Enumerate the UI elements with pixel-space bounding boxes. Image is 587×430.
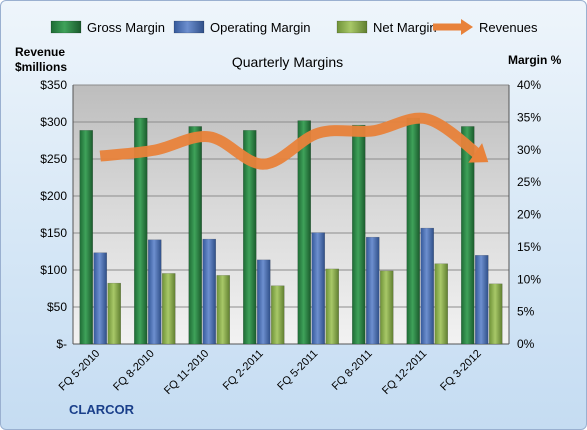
- bar-operating-margin: [475, 255, 489, 345]
- left-axis-title-line1: Revenue: [15, 45, 66, 59]
- left-tick-label: $350: [40, 78, 67, 92]
- chart-title: Quarterly Margins: [231, 54, 344, 70]
- right-tick-label: 25%: [517, 175, 541, 189]
- right-tick-label: 35%: [517, 110, 541, 124]
- legend-swatch-gross-margin: [50, 20, 82, 34]
- right-tick-label: 20%: [517, 208, 541, 222]
- legend-swatch-operating-margin: [173, 20, 205, 34]
- revenues-line: [99, 112, 486, 170]
- category-label: FQ 11-2010: [162, 348, 211, 397]
- left-tick-label: $250: [40, 152, 67, 166]
- left-tick-label: $150: [40, 226, 67, 240]
- legend-label: Operating Margin: [210, 20, 310, 35]
- category-label: FQ 12-2011: [380, 348, 429, 397]
- bar-gross-margin: [134, 117, 148, 345]
- right-tick-label: 15%: [517, 240, 541, 254]
- bar-operating-margin: [311, 232, 325, 345]
- bar-net-margin: [271, 285, 285, 345]
- category-label: FQ 5-2011: [275, 348, 320, 393]
- right-tick-label: 5%: [517, 305, 535, 319]
- legend-swatch-net-margin: [336, 20, 368, 34]
- left-tick-label: $100: [40, 263, 67, 277]
- bar-net-margin: [434, 263, 448, 345]
- bar-gross-margin: [406, 117, 420, 345]
- right-tick-label: 0%: [517, 337, 535, 351]
- left-axis-title: Revenue $millions: [15, 45, 67, 75]
- category-label: FQ 5-2010: [57, 348, 103, 394]
- bar-gross-margin: [352, 124, 366, 345]
- right-tick-label: 40%: [517, 78, 541, 92]
- legend-label: Revenues: [479, 20, 538, 35]
- right-tick-label: 10%: [517, 272, 541, 286]
- left-tick-label: $200: [40, 189, 67, 203]
- category-label: FQ 8-2011: [330, 348, 375, 393]
- legend-arrow-revenues: [461, 19, 473, 35]
- right-tick-label: 30%: [517, 143, 541, 157]
- bar-net-margin: [380, 270, 394, 345]
- bar-gross-margin: [188, 126, 202, 345]
- bar-gross-margin: [297, 120, 311, 345]
- bar-gross-margin: [79, 130, 93, 345]
- bar-net-margin: [489, 283, 503, 345]
- bar-net-margin: [325, 268, 339, 345]
- bar-operating-margin: [93, 252, 107, 345]
- bar-net-margin: [216, 275, 230, 345]
- legend-label: Net Margin: [373, 20, 437, 35]
- category-label: FQ 3-2012: [438, 348, 484, 394]
- bar-operating-margin: [202, 238, 216, 345]
- left-tick-label: $-: [56, 337, 67, 351]
- bar-gross-margin: [461, 126, 475, 345]
- bar-operating-margin: [420, 227, 434, 345]
- category-label: FQ 2-2011: [221, 348, 266, 393]
- bar-net-margin: [162, 273, 176, 345]
- left-tick-label: $50: [47, 300, 67, 314]
- legend-label: Gross Margin: [87, 20, 165, 35]
- left-tick-label: $300: [40, 115, 67, 129]
- category-label: FQ 8-2010: [111, 348, 157, 394]
- left-axis-title-line2: $millions: [15, 60, 68, 74]
- bar-operating-margin: [148, 239, 162, 345]
- revenues-arrowhead: [468, 143, 489, 163]
- chart-title-wrap: Quarterly Margins: [1, 54, 586, 70]
- bar-gross-margin: [243, 130, 257, 345]
- right-axis-title: Margin %: [508, 53, 562, 67]
- bar-operating-margin: [257, 259, 271, 345]
- company-label: CLARCOR: [69, 402, 134, 417]
- bar-net-margin: [107, 282, 121, 345]
- bar-operating-margin: [366, 236, 380, 345]
